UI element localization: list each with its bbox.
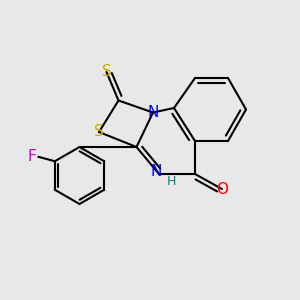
Text: O: O [216, 182, 228, 196]
Text: S: S [102, 64, 111, 80]
Text: N: N [147, 105, 159, 120]
Text: N: N [150, 164, 162, 178]
Text: S: S [94, 124, 104, 140]
Text: F: F [28, 149, 37, 164]
Text: H: H [166, 175, 176, 188]
